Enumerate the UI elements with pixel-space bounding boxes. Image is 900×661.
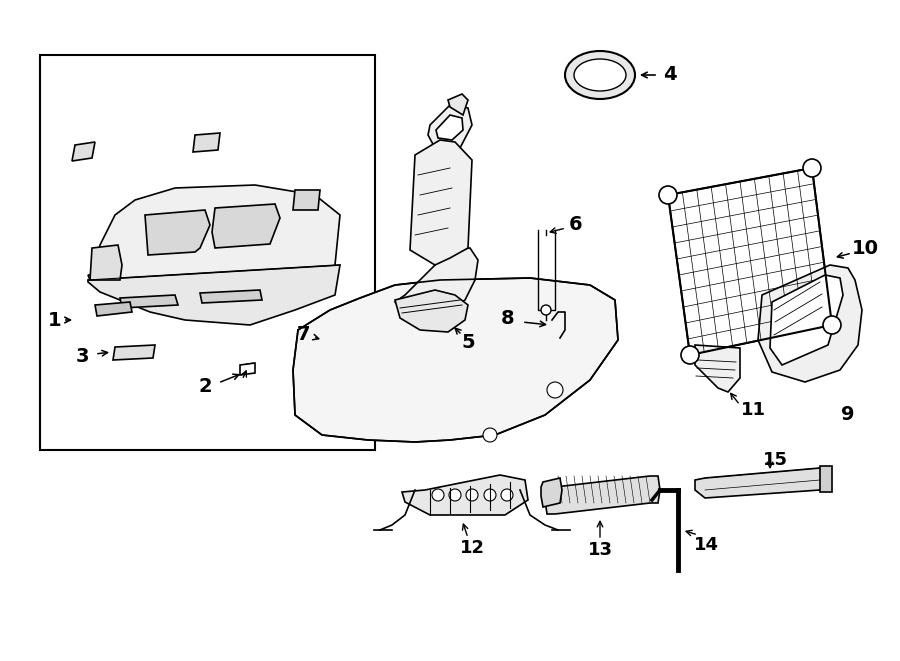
Text: 3: 3 bbox=[76, 346, 89, 366]
Polygon shape bbox=[436, 115, 463, 140]
Circle shape bbox=[501, 489, 513, 501]
Text: 6: 6 bbox=[569, 215, 583, 235]
Circle shape bbox=[484, 489, 496, 501]
Polygon shape bbox=[293, 278, 618, 442]
Polygon shape bbox=[95, 302, 132, 316]
Circle shape bbox=[823, 316, 841, 334]
Polygon shape bbox=[293, 190, 320, 210]
Text: 5: 5 bbox=[461, 334, 475, 352]
Circle shape bbox=[681, 346, 699, 364]
Polygon shape bbox=[72, 142, 95, 161]
Circle shape bbox=[466, 489, 478, 501]
Polygon shape bbox=[770, 275, 843, 365]
Text: 1: 1 bbox=[49, 311, 62, 329]
Text: 7: 7 bbox=[296, 325, 310, 344]
Ellipse shape bbox=[574, 59, 626, 91]
Polygon shape bbox=[193, 133, 220, 152]
Text: 14: 14 bbox=[694, 536, 718, 554]
Text: 9: 9 bbox=[842, 405, 855, 424]
Bar bbox=[40, 55, 375, 450]
Polygon shape bbox=[240, 363, 255, 375]
Circle shape bbox=[803, 159, 821, 177]
Polygon shape bbox=[402, 475, 528, 515]
Text: 8: 8 bbox=[501, 309, 515, 327]
Circle shape bbox=[659, 186, 677, 204]
Polygon shape bbox=[90, 245, 122, 280]
Circle shape bbox=[449, 489, 461, 501]
Polygon shape bbox=[88, 265, 340, 325]
Text: 4: 4 bbox=[663, 65, 677, 85]
Circle shape bbox=[432, 489, 444, 501]
Text: 11: 11 bbox=[741, 401, 766, 419]
Ellipse shape bbox=[565, 51, 635, 99]
Polygon shape bbox=[145, 210, 210, 255]
Polygon shape bbox=[448, 94, 468, 115]
Circle shape bbox=[483, 428, 497, 442]
Polygon shape bbox=[113, 345, 155, 360]
Ellipse shape bbox=[541, 305, 551, 315]
Polygon shape bbox=[120, 295, 178, 308]
Polygon shape bbox=[428, 105, 472, 155]
Polygon shape bbox=[758, 265, 862, 382]
Polygon shape bbox=[545, 476, 660, 514]
Text: 10: 10 bbox=[851, 239, 878, 258]
Polygon shape bbox=[410, 140, 472, 265]
Text: 15: 15 bbox=[762, 451, 788, 469]
Text: 2: 2 bbox=[198, 377, 212, 397]
Polygon shape bbox=[820, 466, 832, 492]
Polygon shape bbox=[668, 168, 832, 355]
Text: 13: 13 bbox=[588, 541, 613, 559]
Polygon shape bbox=[695, 345, 740, 392]
Polygon shape bbox=[541, 478, 562, 507]
Polygon shape bbox=[395, 248, 478, 310]
Text: 12: 12 bbox=[460, 539, 484, 557]
Polygon shape bbox=[395, 290, 468, 332]
Polygon shape bbox=[200, 290, 262, 303]
Polygon shape bbox=[212, 204, 280, 248]
Circle shape bbox=[547, 382, 563, 398]
Polygon shape bbox=[695, 468, 830, 498]
Polygon shape bbox=[88, 185, 340, 305]
